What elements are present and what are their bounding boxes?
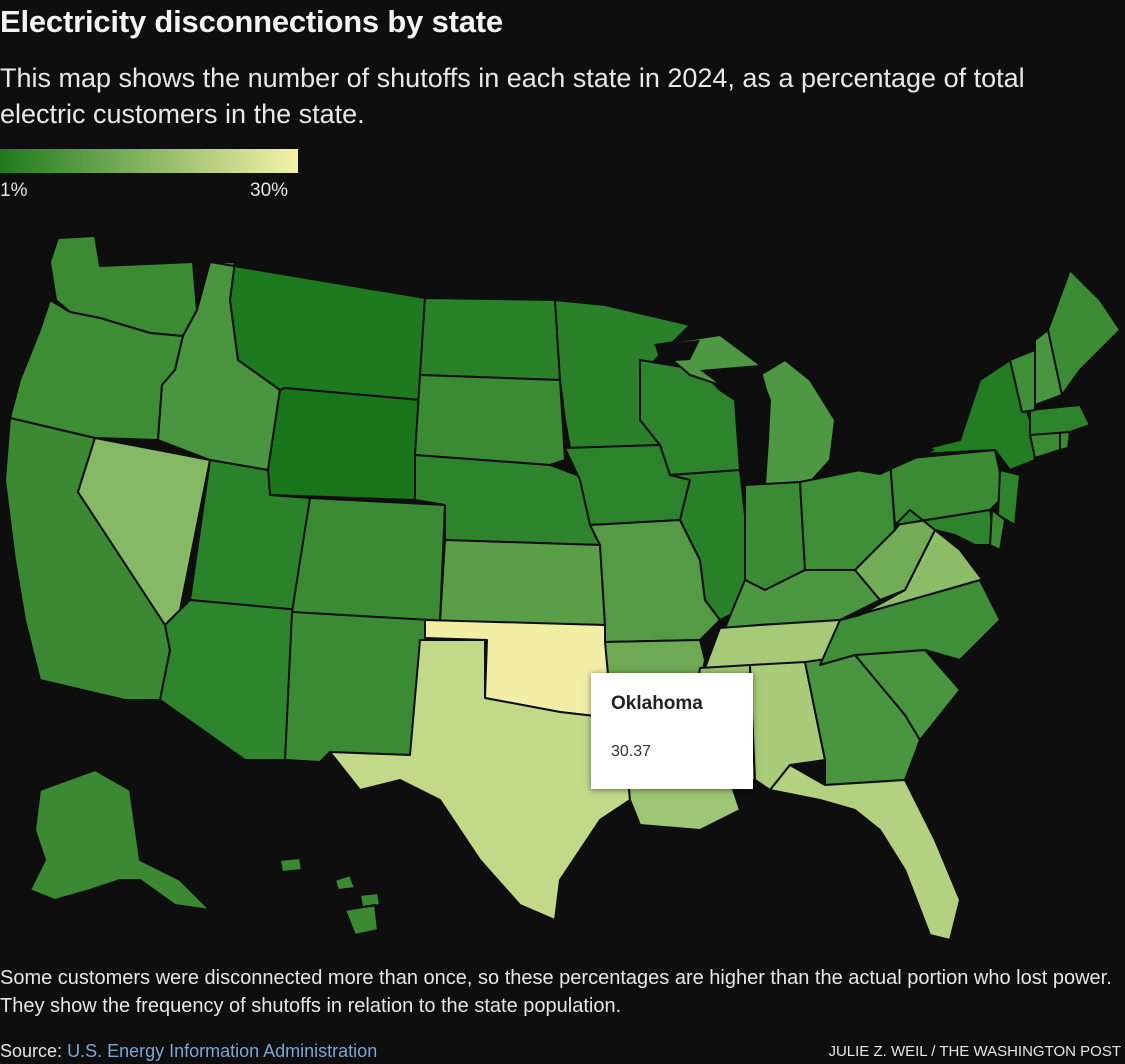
state-tooltip: Oklahoma 30.37	[591, 673, 753, 789]
state-kansas[interactable]	[439, 539, 606, 626]
state-massachusetts[interactable]	[1029, 404, 1091, 436]
state-arizona[interactable]	[159, 599, 301, 761]
state-north-dakota[interactable]	[419, 297, 561, 381]
source-link[interactable]: U.S. Energy Information Administration	[67, 1041, 378, 1061]
state-colorado[interactable]	[291, 497, 446, 623]
state-hawaii[interactable]	[279, 857, 381, 936]
tooltip-state-value: 30.37	[611, 743, 652, 760]
lake-1	[850, 440, 935, 475]
lake-0	[700, 365, 770, 485]
page-title: Electricity disconnections by state	[0, 4, 503, 39]
legend-min-label: 1%	[0, 180, 28, 201]
state-new-mexico[interactable]	[284, 611, 431, 763]
state-alaska[interactable]	[29, 769, 211, 911]
state-florida[interactable]	[769, 764, 961, 941]
state-vermont[interactable]	[1009, 349, 1036, 413]
legend-max-label: 30%	[250, 180, 289, 201]
state-new-jersey[interactable]	[997, 469, 1021, 526]
page-subtitle: This map shows the number of shutoffs in…	[0, 63, 1025, 129]
tooltip-state-name: Oklahoma	[611, 693, 703, 714]
state-wyoming[interactable]	[267, 387, 421, 501]
state-north-carolina[interactable]	[819, 579, 1001, 666]
lake-2	[655, 340, 700, 362]
footnote: Some customers were disconnected more th…	[0, 967, 1112, 1017]
state-delaware[interactable]	[989, 509, 1006, 551]
source-label: Source:	[0, 1041, 63, 1061]
credit-line: JULIE Z. WEIL / THE WASHINGTON POST	[828, 1043, 1121, 1060]
state-maine[interactable]	[1047, 269, 1121, 396]
source-line: Source: U.S. Energy Information Administ…	[0, 1041, 377, 1062]
color-legend-bar	[0, 149, 298, 173]
state-south-dakota[interactable]	[414, 374, 566, 466]
